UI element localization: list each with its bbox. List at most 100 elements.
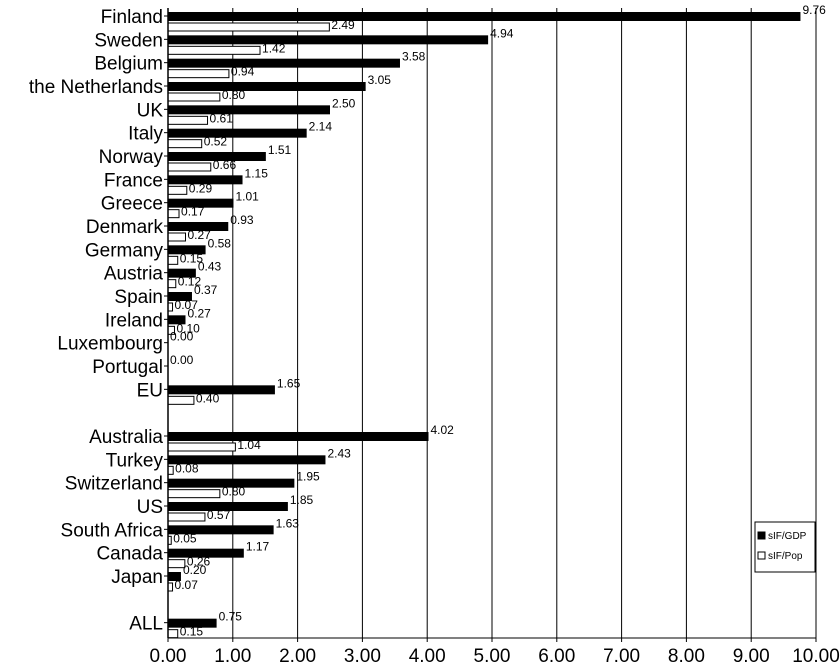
value-label-pop: 2.49 [331,18,355,32]
category-label: Sweden [94,30,163,51]
category-label: ALL [129,614,163,635]
value-label-pop: 0.57 [207,508,231,522]
x-tick-label: 10.00 [792,646,840,667]
category-label: Denmark [86,217,164,238]
value-label-pop: 0.15 [180,251,204,265]
value-label-gdp: 0.27 [187,306,211,320]
bar-gdp [168,618,217,628]
value-label-gdp: 1.95 [296,470,320,484]
value-label-gdp: 0.75 [219,610,243,624]
bar-pop [167,45,261,55]
bar-gdp [168,245,206,255]
bar-gdp [168,175,243,185]
category-label: Japan [111,567,163,588]
bar-gdp [168,525,274,535]
value-label-pop: 0.26 [187,555,211,569]
grid-layer [232,8,817,638]
value-label-gdp: 2.50 [332,96,356,110]
category-label: Ireland [105,310,163,331]
bar-pop [167,629,179,639]
x-tick-label: 0.00 [150,646,187,667]
x-tick-label: 7.00 [603,646,640,667]
value-label-pop: 0.66 [213,158,237,172]
value-label-gdp: 1.17 [246,540,270,554]
bar-pop [167,255,179,265]
value-label-gdp: 2.14 [309,120,333,134]
bar-pop [167,139,203,149]
category-label: Australia [89,427,163,448]
value-label-pop: 0.05 [173,531,197,545]
value-label-gdp: 2.43 [327,446,351,460]
category-label: Germany [85,240,164,261]
x-tick-label: 6.00 [538,646,575,667]
category-label: South Africa [61,520,164,541]
value-label-pop: 0.15 [180,625,204,639]
value-label-gdp: 0.20 [183,563,207,577]
bar-gdp [168,502,288,511]
bar-gdp [168,198,234,208]
value-label-pop: 0.07 [175,578,199,592]
bar-pop [167,22,330,32]
value-label-pop: 0.61 [210,111,234,125]
value-label-gdp: 1.85 [290,493,314,507]
bar-gdp [168,58,400,68]
category-label: Italy [128,124,163,145]
value-label-pop: 0.07 [175,298,199,312]
category-label: Greece [101,194,163,215]
legend-swatch-gdp [757,531,766,540]
value-label-gdp: 0.00 [170,353,194,367]
category-label: France [104,170,163,191]
category-label: EU [137,380,163,401]
bar-gdp [168,35,489,45]
bar-gdp [168,432,429,441]
value-label-gdp: 1.15 [245,166,269,180]
value-label-pop: 0.29 [189,181,213,195]
value-label-pop: 0.12 [178,275,202,289]
bar-pop [167,232,186,242]
bar-pop [167,162,212,172]
x-tick-label: 2.00 [279,646,316,667]
category-label: Spain [114,287,163,308]
legend-swatch-pop [757,551,766,560]
category-label: US [137,497,163,518]
value-label-pop: 0.08 [175,461,199,475]
legend-label-pop: sIF/Pop [768,551,803,562]
category-label: Portugal [92,357,163,378]
bar-gdp [168,152,266,161]
bar-pop [167,465,174,475]
bar-pop [167,115,209,125]
x-tick-label: 1.00 [214,646,251,667]
value-label-pop: 0.80 [222,485,246,499]
bar-gdp [168,222,229,231]
x-tick-label: 5.00 [474,646,511,667]
value-label-pop: 0.94 [231,65,255,79]
x-tick-label: 9.00 [733,646,770,667]
bar-gdp [168,82,366,91]
value-label-pop: 0.52 [204,135,228,149]
category-label: Switzerland [65,474,163,495]
value-label-gdp: 0.37 [194,283,218,297]
x-tick-label: 3.00 [344,646,381,667]
bar-gdp [168,315,186,325]
category-label: the Netherlands [29,77,163,98]
bar-pop [167,395,195,405]
value-label-gdp: 3.05 [368,73,392,87]
bar-pop [167,279,177,289]
bar-gdp [168,455,326,465]
bar-pop [167,442,236,452]
category-label: Canada [96,544,163,565]
bar-gdp [168,292,192,301]
value-label-gdp: 1.51 [268,143,292,157]
bar-pop [167,92,221,102]
value-label-gdp: 9.76 [802,3,826,17]
axis-layer: 0.00 1.00 2.00 3.00 4.00 5.00 6.00 7.00 8.00 9.00… [150,8,840,667]
value-label-pop: 1.42 [262,41,286,55]
label-layer: Finland 9.76 2.49 Sweden 4.94 1.42 Belgium 3.58… [29,3,826,639]
category-label: Luxembourg [57,334,163,355]
value-label-gdp: 1.65 [277,376,301,390]
bar-gdp [168,12,801,21]
category-label: Norway [99,147,164,168]
category-label: UK [137,100,164,121]
value-label-pop: 0.10 [176,321,200,335]
